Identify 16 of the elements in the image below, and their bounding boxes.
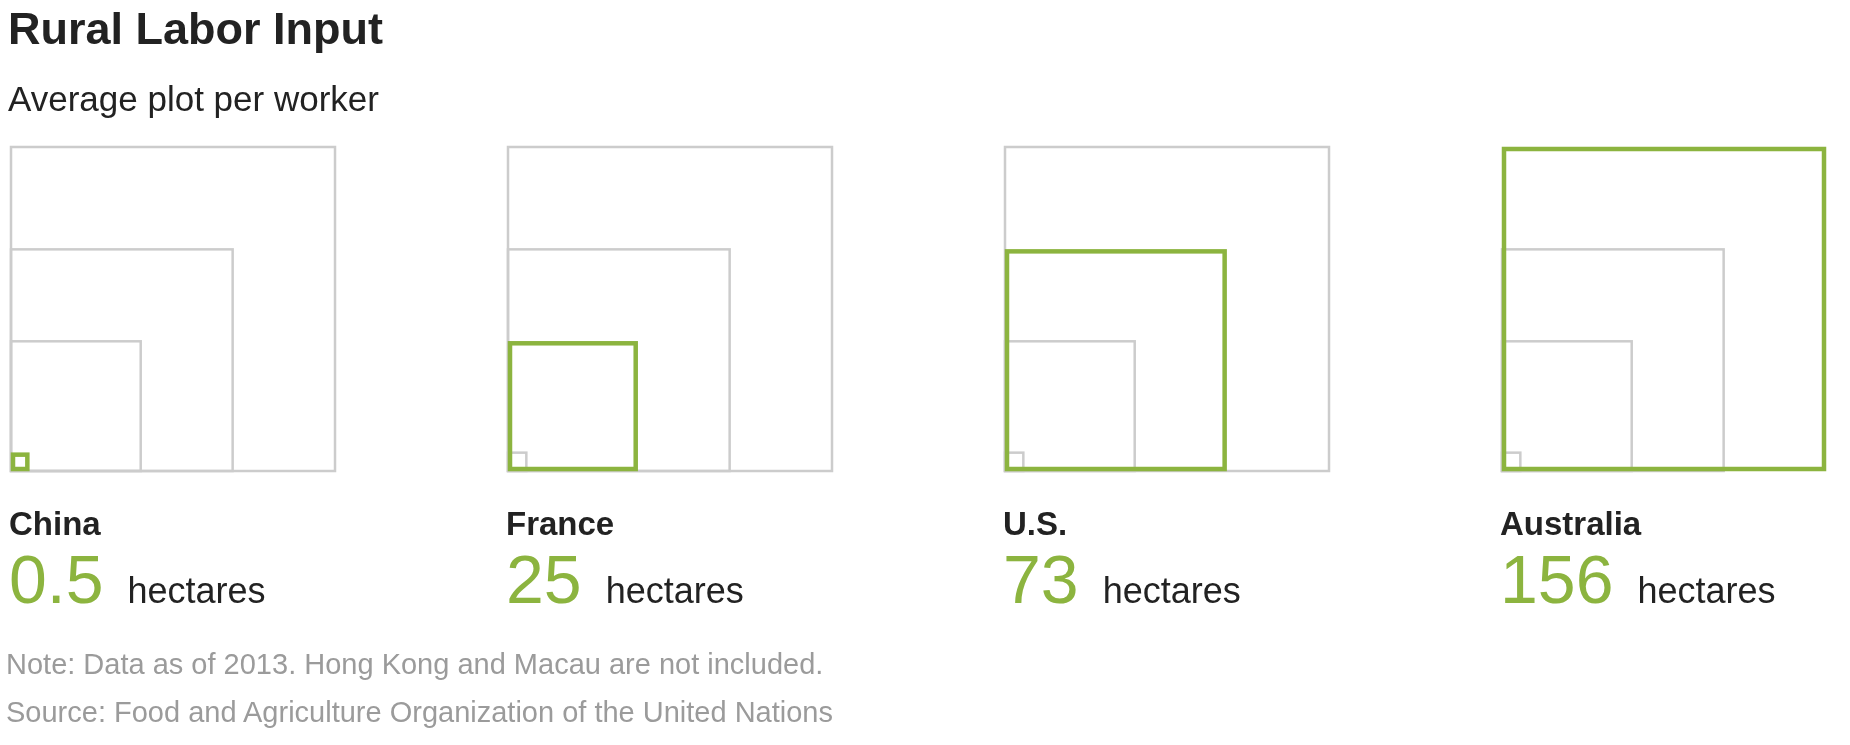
data-label: 25 xyxy=(506,541,582,617)
text: Rural Labor Input xyxy=(8,3,383,54)
text: Average plot per worker xyxy=(8,79,380,118)
text: Note: Data as of 2013. Hong Kong and Macau are not included. xyxy=(6,648,824,680)
text: hectares xyxy=(605,570,744,611)
source-note: Source: Food and Agriculture Organization of the United Nations xyxy=(6,696,833,728)
text: hectares xyxy=(1637,570,1776,611)
data-label: 73 xyxy=(1003,541,1079,617)
category-label: China xyxy=(9,505,102,542)
category-label: Australia xyxy=(1500,505,1642,542)
data-label: 0.5 xyxy=(9,541,104,617)
text: hectares xyxy=(127,570,266,611)
category-label: France xyxy=(506,505,615,542)
text: hectares xyxy=(1102,570,1241,611)
data-label: 156 xyxy=(1500,541,1614,617)
category-label: U.S. xyxy=(1003,505,1068,542)
